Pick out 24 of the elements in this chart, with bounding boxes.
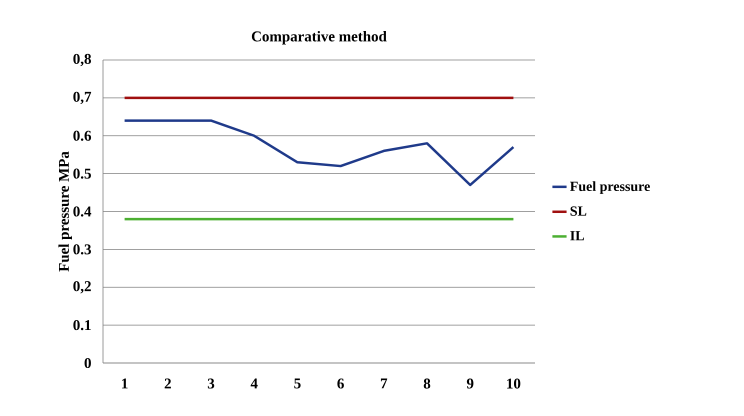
y-tick-label: 0,8	[73, 54, 91, 66]
x-tick-label: 3	[208, 378, 214, 389]
x-tick-label: 9	[466, 378, 474, 389]
x-tick-label: 5	[294, 378, 301, 388]
x-tick-label: 8	[424, 378, 430, 389]
x-tick-label: 4	[250, 378, 258, 388]
chart-title: Comparative method	[252, 30, 387, 45]
legend-label: SL	[570, 206, 586, 216]
y-tick-label: 0,2	[73, 281, 91, 294]
y-tick-label: 0.4	[73, 206, 92, 217]
x-tick-label: 10	[507, 378, 520, 389]
y-axis-title: Fuel pressure MPa	[58, 151, 72, 272]
x-tick-label: 6	[337, 378, 344, 389]
y-tick-label: 0.6	[73, 130, 92, 141]
y-tick-label: 0.3	[73, 244, 91, 254]
y-tick-label: 0.1	[73, 320, 91, 330]
x-tick-label: 2	[164, 378, 171, 388]
y-tick-label: 0.5	[73, 168, 91, 179]
x-tick-label: 7	[380, 378, 388, 388]
y-tick-label: 0,7	[73, 92, 92, 104]
x-tick-label: 1	[122, 378, 128, 388]
legend-label: IL	[570, 231, 584, 240]
y-tick-label: 0	[84, 358, 91, 368]
legend-label: Fuel pressure	[570, 181, 650, 194]
